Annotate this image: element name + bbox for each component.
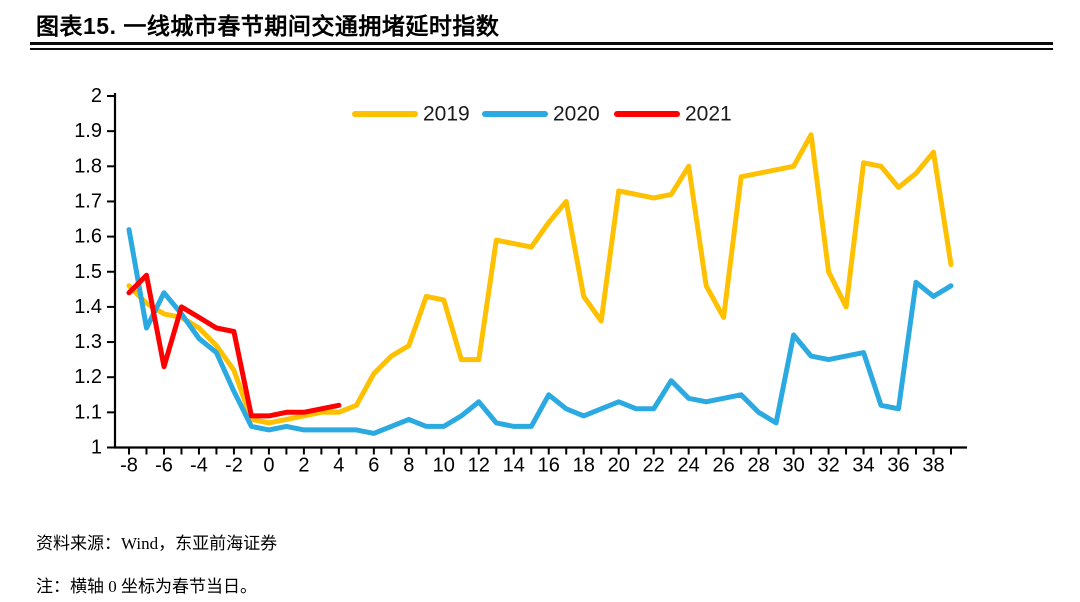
x-tick-label: 10 <box>433 455 455 477</box>
x-tick-label: 16 <box>538 455 560 477</box>
x-tick-label: -4 <box>190 455 208 477</box>
y-tick-label: 1.5 <box>74 261 102 283</box>
x-tick-label: 32 <box>817 455 839 477</box>
x-tick-label: 34 <box>852 455 874 477</box>
y-tick-label: 1.7 <box>74 190 102 212</box>
x-tick-label: 6 <box>368 455 379 477</box>
x-tick-label: -6 <box>155 455 173 477</box>
x-tick-label: 30 <box>782 455 804 477</box>
x-tick-label: -2 <box>225 455 243 477</box>
x-tick-label: 0 <box>263 455 274 477</box>
x-tick-label: 14 <box>503 455 525 477</box>
x-tick-label: 2 <box>298 455 309 477</box>
source-text: 资料来源：Wind，东亚前海证券 <box>36 534 278 553</box>
x-tick-label: 18 <box>573 455 595 477</box>
y-tick-label: 1.4 <box>74 296 102 318</box>
line-chart: 21.91.81.71.61.51.41.31.21.11-8 -6 -4 -2 0 2 4… <box>74 85 967 477</box>
x-tick-label: 26 <box>713 455 735 477</box>
y-tick-label: 1.6 <box>74 226 102 248</box>
x-tick-label: 24 <box>678 455 700 477</box>
page-title: 图表15. 一线城市春节期间交通拥堵延时指数 <box>36 13 500 39</box>
series-line-2020 <box>126 227 954 436</box>
y-tick-label: 1.2 <box>74 366 102 388</box>
x-tick-label: -8 <box>120 455 138 477</box>
series-line-2019 <box>126 132 954 426</box>
x-tick-label: 20 <box>608 455 630 477</box>
y-tick-label: 2 <box>91 85 102 107</box>
x-tick-label: 4 <box>333 455 344 477</box>
x-tick-label: 12 <box>468 455 490 477</box>
legend-label-2020: 2020 <box>553 103 600 126</box>
legend-label-2021: 2021 <box>685 103 732 126</box>
x-tick-label: 22 <box>643 455 665 477</box>
x-tick-label: 8 <box>403 455 414 477</box>
title-rule <box>30 42 1053 50</box>
y-tick-label: 1 <box>91 437 102 459</box>
x-tick-label: 36 <box>887 455 909 477</box>
y-tick-label: 1.3 <box>74 331 102 353</box>
x-tick-label: 38 <box>922 455 944 477</box>
series-line-2021 <box>126 272 342 419</box>
note-text: 注：横轴 0 坐标为春节当日。 <box>36 577 257 596</box>
y-tick-label: 1.8 <box>74 155 102 177</box>
y-tick-label: 1.9 <box>74 120 102 142</box>
y-tick-label: 1.1 <box>74 401 102 423</box>
legend-label-2019: 2019 <box>423 103 470 126</box>
x-tick-label: 28 <box>747 455 769 477</box>
